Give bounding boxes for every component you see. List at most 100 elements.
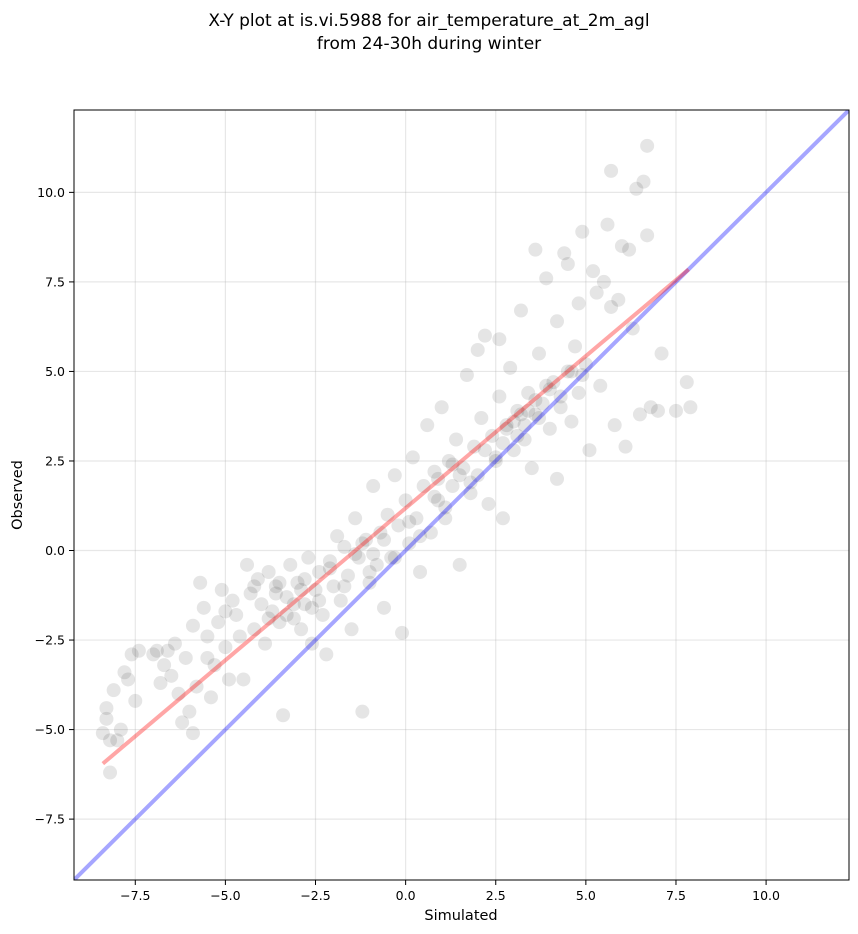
- data-point-52: [304, 636, 319, 651]
- data-point-120: [550, 471, 565, 486]
- data-point-74: [384, 550, 399, 565]
- data-point-47: [286, 611, 301, 626]
- data-point-203: [596, 274, 611, 289]
- data-point-94: [456, 461, 471, 476]
- data-point-107: [503, 360, 518, 375]
- data-point-46: [283, 557, 298, 572]
- data-point-32: [229, 607, 244, 622]
- data-point-85: [423, 525, 438, 540]
- data-point-20: [185, 726, 200, 741]
- x-tick-label-0: −7.5: [120, 888, 150, 903]
- data-point-129: [582, 443, 597, 458]
- data-point-161: [286, 597, 301, 612]
- y-tick-label-7: 10.0: [37, 185, 65, 200]
- data-point-12: [149, 643, 164, 658]
- data-point-24: [200, 629, 215, 644]
- y-tick-label-2: −2.5: [35, 633, 65, 648]
- data-point-164: [322, 561, 337, 576]
- data-point-8: [121, 672, 136, 687]
- data-point-130: [589, 285, 604, 300]
- axis-ticks: −7.5 −5.0 −2.5 0.0 2.5 5.0 7.5 10.0 −7.5 −5.0 −2.5…: [35, 185, 780, 903]
- data-point-79: [402, 536, 417, 551]
- data-point-181: [532, 411, 546, 425]
- data-point-42: [268, 579, 283, 594]
- data-point-117: [539, 271, 554, 286]
- data-point-180: [521, 403, 536, 418]
- data-point-62: [340, 568, 355, 583]
- data-point-209: [470, 342, 485, 357]
- data-point-51: [301, 550, 316, 565]
- data-point-29: [218, 640, 233, 655]
- chart-title-line-2: from 24-30h during winter: [317, 34, 541, 54]
- data-point-178: [499, 421, 514, 436]
- data-point-198: [495, 436, 510, 451]
- data-point-15: [164, 668, 179, 683]
- data-point-175: [463, 475, 478, 490]
- data-point-104: [492, 389, 507, 404]
- data-point-108: [506, 443, 521, 458]
- data-point-77: [395, 625, 410, 640]
- data-point-136: [618, 439, 633, 454]
- data-point-59: [330, 529, 345, 544]
- data-point-27: [211, 615, 226, 630]
- data-point-135: [614, 239, 629, 254]
- data-point-170: [402, 514, 417, 529]
- data-point-153: [167, 636, 182, 651]
- data-point-60: [333, 593, 348, 608]
- data-point-73: [380, 507, 395, 522]
- data-point-150: [110, 733, 125, 748]
- data-point-185: [575, 368, 590, 383]
- data-point-43: [272, 615, 287, 630]
- data-point-148: [640, 138, 655, 153]
- data-point-171: [413, 529, 428, 544]
- y-tick-label-6: 7.5: [45, 274, 65, 289]
- data-point-110: [513, 303, 528, 318]
- data-point-81: [409, 511, 424, 526]
- data-point-68: [362, 575, 377, 590]
- data-point-26: [207, 658, 222, 673]
- data-point-87: [431, 493, 446, 508]
- data-point-56: [319, 647, 334, 662]
- data-point-187: [517, 418, 532, 433]
- data-point-33: [236, 672, 251, 687]
- data-point-132: [600, 217, 615, 232]
- data-point-121: [553, 400, 568, 415]
- data-point-58: [326, 579, 341, 594]
- data-point-30: [222, 672, 236, 687]
- grid: [74, 110, 849, 880]
- data-point-165: [337, 579, 352, 594]
- data-point-173: [438, 500, 453, 515]
- data-point-96: [463, 486, 478, 501]
- data-point-116: [535, 396, 550, 411]
- data-point-156: [218, 604, 233, 619]
- data-point-69: [366, 479, 381, 494]
- data-point-158: [247, 579, 262, 594]
- data-point-152: [153, 676, 168, 691]
- data-point-84: [420, 418, 435, 433]
- data-point-155: [200, 650, 215, 665]
- data-point-48: [290, 575, 305, 590]
- data-point-144: [654, 346, 669, 361]
- data-point-100: [477, 328, 492, 343]
- data-point-13: [157, 658, 172, 673]
- data-point-40: [261, 565, 276, 579]
- reference-lines: [74, 110, 849, 880]
- data-point-197: [445, 457, 460, 472]
- data-point-139: [632, 407, 647, 422]
- data-point-6: [113, 722, 128, 737]
- data-point-25: [203, 690, 218, 705]
- data-point-63: [344, 622, 359, 637]
- data-points: [95, 138, 698, 780]
- data-point-91: [445, 479, 460, 494]
- data-point-89: [438, 511, 453, 526]
- data-point-184: [564, 364, 579, 379]
- data-point-189: [539, 378, 554, 393]
- data-point-44: [276, 708, 291, 723]
- data-point-67: [358, 532, 373, 547]
- data-point-70: [369, 557, 384, 572]
- data-point-141: [640, 228, 655, 243]
- data-point-45: [279, 590, 294, 605]
- data-point-16: [171, 686, 186, 701]
- one-to-one-line: [74, 110, 849, 880]
- data-point-157: [232, 629, 247, 644]
